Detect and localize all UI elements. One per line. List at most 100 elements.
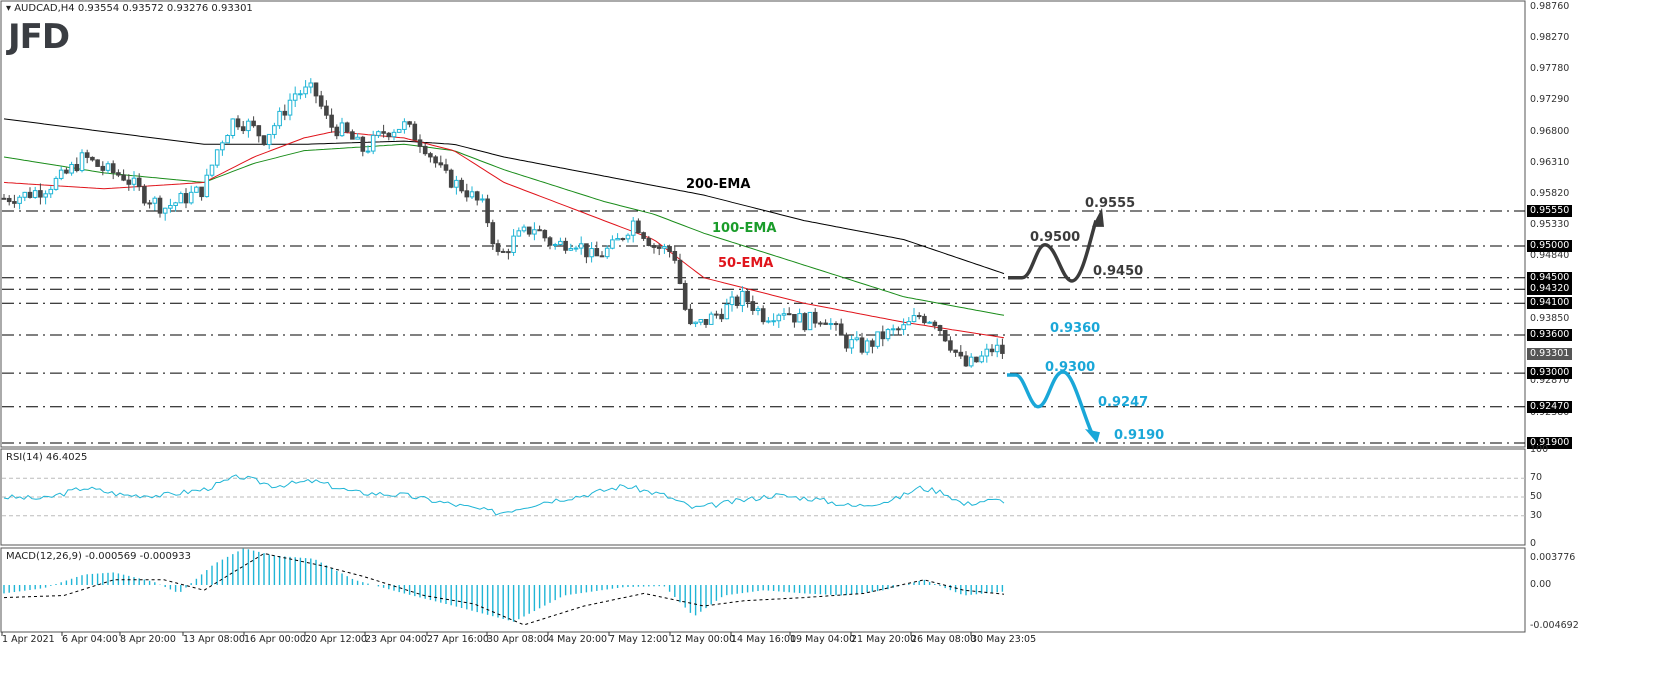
candle — [901, 324, 906, 330]
price-tick: 0.98270 — [1530, 32, 1570, 44]
candle — [443, 164, 449, 171]
ema50-line — [3, 131, 1005, 339]
candle — [755, 308, 761, 311]
candle — [69, 163, 74, 174]
candle — [396, 128, 402, 133]
candle — [641, 232, 646, 239]
candle — [963, 355, 969, 367]
candle — [142, 186, 147, 204]
candle — [604, 247, 610, 258]
date-tick: 20 Apr 12:00 — [305, 634, 367, 645]
candle — [942, 330, 948, 342]
date-tick: 30 Apr 08:00 — [487, 634, 549, 645]
rsi-title: RSI(14) 46.4025 — [6, 452, 88, 463]
candle — [407, 121, 412, 125]
candle — [48, 188, 54, 195]
price-tick: 0.96800 — [1530, 125, 1570, 137]
candle — [168, 204, 173, 209]
candle — [552, 244, 558, 247]
candle — [433, 156, 438, 164]
level-price-label: 0.93000 — [1527, 367, 1573, 380]
candle — [448, 169, 454, 188]
candle — [90, 156, 95, 161]
candle — [719, 313, 724, 320]
macd-tick: -0.004692 — [1530, 620, 1579, 631]
candle — [818, 322, 823, 325]
candle — [79, 152, 85, 172]
candle — [620, 238, 626, 241]
candle — [459, 179, 464, 192]
candle — [630, 220, 636, 236]
candle — [173, 202, 178, 206]
candle — [235, 118, 241, 128]
collapse-icon[interactable]: ▾ — [6, 3, 12, 14]
candle — [74, 163, 80, 172]
candle — [880, 331, 886, 340]
candle — [214, 149, 220, 166]
candle — [864, 340, 870, 353]
candle — [698, 319, 704, 323]
date-tick: 6 Apr 04:00 — [62, 634, 118, 645]
candle — [438, 162, 444, 166]
candle — [833, 323, 839, 326]
candle — [953, 349, 958, 353]
rsi-line — [3, 474, 1005, 516]
candle — [968, 356, 974, 367]
candle — [984, 348, 990, 357]
candle — [495, 243, 501, 252]
candle — [32, 190, 38, 198]
candle — [989, 348, 995, 353]
candle — [43, 193, 48, 198]
candle — [662, 246, 667, 249]
candle — [136, 177, 142, 188]
candle — [313, 82, 319, 97]
level-price-label: 0.94320 — [1527, 283, 1573, 296]
candle — [521, 226, 527, 232]
candle — [365, 150, 371, 153]
date-tick: 13 Apr 08:00 — [183, 634, 245, 645]
candle — [500, 250, 506, 253]
target-0.9500: 0.9500 — [1030, 230, 1081, 245]
candle — [651, 245, 657, 248]
candle — [625, 234, 631, 240]
candle — [532, 229, 537, 235]
target-0.9555: 0.9555 — [1085, 196, 1136, 211]
candle — [266, 133, 272, 146]
candle — [204, 174, 210, 198]
target-0.9300: 0.9300 — [1045, 360, 1096, 375]
candle — [1, 197, 7, 200]
price-tick: 0.92870 — [1530, 375, 1570, 387]
candle — [589, 248, 594, 258]
candle — [360, 136, 366, 152]
candle — [896, 328, 901, 331]
candle — [937, 325, 943, 332]
candle — [6, 197, 12, 203]
candle — [412, 123, 418, 141]
candle — [162, 207, 168, 214]
candle — [287, 99, 293, 116]
price-panel — [0, 0, 1526, 448]
arrow-up-icon — [1092, 207, 1104, 227]
candle — [324, 105, 329, 116]
candle — [194, 186, 199, 193]
candle — [714, 313, 719, 316]
candle — [464, 190, 470, 198]
candle — [303, 86, 308, 95]
ema200-line — [3, 118, 1005, 275]
candle — [828, 323, 834, 326]
date-tick: 1 Apr 2021 — [2, 634, 55, 645]
candle — [688, 308, 693, 325]
candle — [610, 239, 615, 249]
candle — [422, 145, 428, 155]
candle — [131, 177, 137, 185]
candle — [339, 122, 345, 137]
candle — [402, 121, 407, 130]
candle — [355, 136, 360, 140]
rsi-tick: 30 — [1530, 509, 1543, 521]
candle — [277, 110, 282, 127]
candle — [480, 198, 485, 201]
candle — [417, 139, 423, 147]
candle — [724, 304, 730, 320]
candle — [584, 243, 589, 258]
